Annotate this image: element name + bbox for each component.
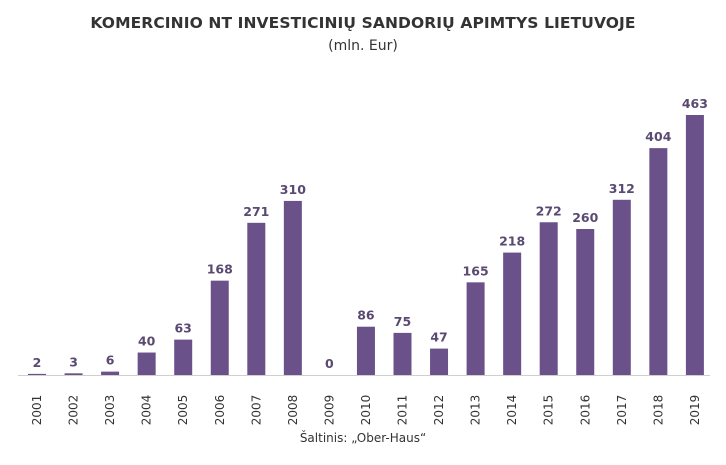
x-tick-label-2009: 2009 xyxy=(322,395,336,426)
chart-subtitle: (mln. Eur) xyxy=(328,38,398,54)
bar-2005 xyxy=(174,339,193,375)
data-label-2001: 2 xyxy=(33,355,42,370)
x-tick-label-2016: 2016 xyxy=(578,395,592,426)
data-label-2015: 272 xyxy=(536,203,562,218)
data-label-2004: 40 xyxy=(138,334,156,349)
x-tick-label-2013: 2013 xyxy=(469,395,483,426)
x-tick-label-2018: 2018 xyxy=(651,395,665,426)
x-tick-label-2006: 2006 xyxy=(213,395,227,426)
x-tick-label-2017: 2017 xyxy=(615,395,629,426)
data-label-2016: 260 xyxy=(572,210,598,225)
x-tick-label-2001: 2001 xyxy=(30,395,44,426)
bar-2001 xyxy=(28,373,46,375)
bar-2019 xyxy=(685,115,704,375)
bar-2014 xyxy=(503,252,522,375)
data-label-2002: 3 xyxy=(69,354,78,369)
bar-2011 xyxy=(393,332,412,375)
x-tick-label-2014: 2014 xyxy=(505,395,519,426)
bar-2007 xyxy=(247,222,266,375)
source-note: Šaltinis: „Ober-Haus“ xyxy=(299,431,427,445)
data-label-2010: 86 xyxy=(357,308,375,323)
bar-2017 xyxy=(612,199,631,375)
data-label-2019: 463 xyxy=(682,96,708,111)
data-label-2014: 218 xyxy=(499,234,525,249)
bar-2016 xyxy=(576,229,595,375)
bar-2006 xyxy=(210,280,229,375)
x-tick-label-2007: 2007 xyxy=(249,395,263,426)
data-label-2008: 310 xyxy=(280,182,306,197)
data-label-2007: 271 xyxy=(243,204,269,219)
data-label-2003: 6 xyxy=(106,353,115,368)
data-label-2011: 75 xyxy=(394,314,411,329)
x-tick-label-2005: 2005 xyxy=(176,395,190,426)
x-tick-label-2008: 2008 xyxy=(286,395,300,426)
data-label-2017: 312 xyxy=(609,181,635,196)
x-tick-label-2019: 2019 xyxy=(688,395,702,426)
data-label-2005: 63 xyxy=(174,321,191,336)
data-label-2006: 168 xyxy=(207,262,233,277)
bar-2010 xyxy=(356,326,375,375)
x-tick-label-2012: 2012 xyxy=(432,395,446,426)
x-tick-label-2015: 2015 xyxy=(542,395,556,426)
bar-2018 xyxy=(649,148,668,375)
bar-2004 xyxy=(137,352,156,375)
bar-2003 xyxy=(101,371,120,375)
x-tick-label-2002: 2002 xyxy=(67,395,81,426)
data-label-2013: 165 xyxy=(463,263,489,278)
bar-2012 xyxy=(430,348,449,375)
x-tick-label-2004: 2004 xyxy=(140,395,154,426)
x-tick-label-2011: 2011 xyxy=(396,395,410,426)
data-label-2012: 47 xyxy=(430,330,447,345)
data-label-2009: 0 xyxy=(325,356,334,371)
bar-2002 xyxy=(64,373,83,375)
x-tick-label-2003: 2003 xyxy=(103,395,117,426)
bar-2008 xyxy=(283,200,302,375)
bar-2015 xyxy=(539,222,558,375)
bar-2013 xyxy=(466,282,485,375)
x-tick-label-2010: 2010 xyxy=(359,395,373,426)
data-label-2018: 404 xyxy=(645,129,671,144)
chart-title: KOMERCINIO NT INVESTICINIŲ SANDORIŲ APIM… xyxy=(90,14,636,32)
